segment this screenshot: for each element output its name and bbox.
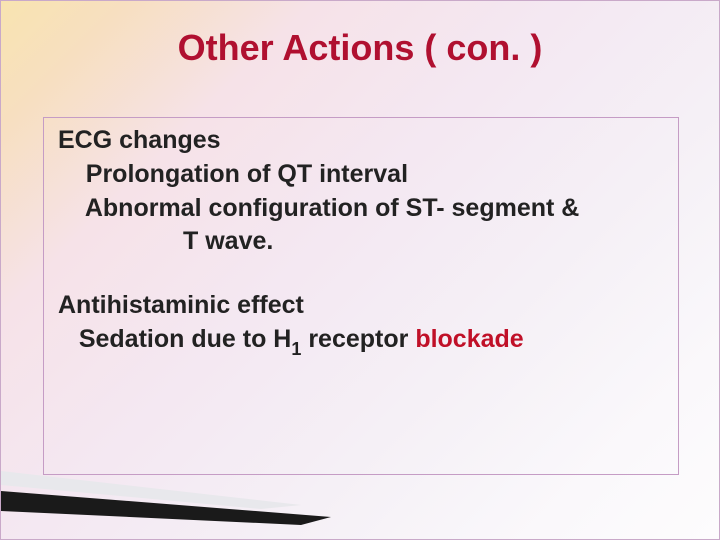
content-box: ECG changes Prolongation of QT interval …: [43, 117, 679, 475]
section1-heading: ECG changes: [58, 124, 664, 158]
section2-line1-pre: Sedation due to: [58, 325, 273, 353]
section2-line1-red: blockade: [415, 325, 523, 353]
section2-line1-sub: 1: [291, 339, 301, 359]
slide: Other Actions ( con. ) ECG changes Prolo…: [0, 0, 720, 540]
section2-line1-h: H: [273, 325, 291, 353]
section2-heading: Antihistaminic effect: [58, 289, 664, 323]
section1-line1: Prolongation of QT interval: [58, 158, 664, 192]
slide-title: Other Actions ( con. ): [1, 27, 719, 69]
section2-line1-mid: receptor: [301, 325, 415, 353]
section-spacer: [58, 259, 664, 289]
section2-line1: Sedation due to H1 receptor blockade: [58, 323, 664, 359]
corner-swoosh-icon: [1, 471, 331, 531]
section1-line2: Abnormal configuration of ST- segment &: [58, 192, 664, 226]
section1-line3: T wave.: [58, 225, 664, 259]
